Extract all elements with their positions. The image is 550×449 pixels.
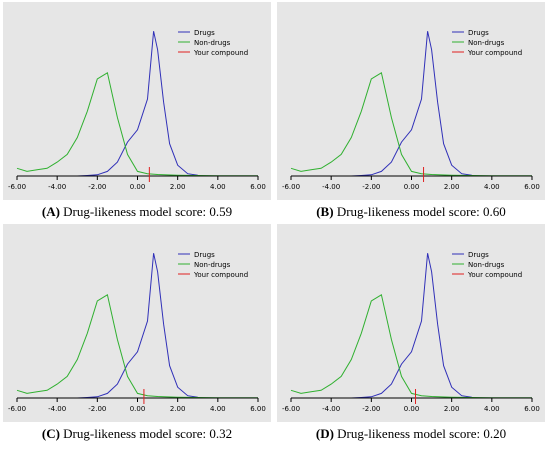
x-tick-label: 0.00: [130, 183, 146, 191]
x-tick-label: 6.00: [524, 405, 540, 413]
x-tick-label: 6.00: [524, 183, 540, 191]
caption-text: Drug-likeness model score: 0.60: [336, 204, 506, 219]
legend-label: Non-drugs: [468, 39, 505, 47]
x-tick-label: -6.00: [282, 183, 300, 191]
x-tick-label: 0.00: [130, 405, 146, 413]
x-tick-label: 2.00: [444, 183, 460, 191]
x-tick-label: -4.00: [322, 183, 340, 191]
panel-a: -6.00 -4.00 -2.00 0.00 2.00 4.00 6.00 Drugs Non-…: [3, 2, 271, 227]
x-tick-label: 2.00: [444, 405, 460, 413]
x-tick-label: -6.00: [8, 183, 26, 191]
x-tick-label: 2.00: [170, 405, 186, 413]
plot-background: [3, 224, 271, 422]
x-tick-label: 4.00: [484, 183, 500, 191]
chart-b: -6.00 -4.00 -2.00 0.00 2.00 4.00 6.00 Drugs Non-…: [277, 2, 545, 200]
caption-text: Drug-likeness model score: 0.32: [63, 426, 233, 441]
legend-label: Drugs: [468, 251, 489, 259]
caption-label: (C): [41, 426, 60, 441]
legend-label: Drugs: [468, 29, 489, 37]
legend-label: Drugs: [194, 251, 215, 259]
x-tick-label: -2.00: [362, 183, 380, 191]
x-tick-label: 0.00: [404, 405, 420, 413]
plot-background: [277, 2, 545, 200]
legend-label: Non-drugs: [194, 39, 231, 47]
x-tick-label: -6.00: [8, 405, 26, 413]
caption-label: (B): [316, 204, 334, 219]
x-tick-label: 6.00: [250, 405, 266, 413]
x-tick-label: 4.00: [484, 405, 500, 413]
x-tick-label: -4.00: [48, 183, 66, 191]
x-tick-label: -2.00: [88, 405, 106, 413]
caption-text: Drug-likeness model score: 0.59: [63, 204, 233, 219]
x-tick-label: 2.00: [170, 183, 186, 191]
chart-d: -6.00 -4.00 -2.00 0.00 2.00 4.00 6.00 Drugs Non-…: [277, 224, 545, 422]
non-drugs-line: [290, 294, 532, 399]
x-tick-label: 4.00: [210, 405, 226, 413]
caption-label: (A): [41, 204, 60, 219]
x-tick-label: 6.00: [250, 183, 266, 191]
chart-c: -6.00 -4.00 -2.00 0.00 2.00 4.00 6.00 Drugs Non-…: [3, 224, 271, 422]
legend-label: Non-drugs: [468, 261, 505, 269]
x-tick-label: -4.00: [322, 405, 340, 413]
panel-d: -6.00 -4.00 -2.00 0.00 2.00 4.00 6.00 Drugs Non-…: [277, 224, 545, 449]
legend-label: Drugs: [194, 29, 215, 37]
plot-background: [3, 2, 271, 200]
x-tick-label: -2.00: [362, 405, 380, 413]
caption-b: (B) Drug-likeness model score: 0.60: [277, 204, 545, 220]
caption-label: (D): [315, 426, 334, 441]
panel-c: -6.00 -4.00 -2.00 0.00 2.00 4.00 6.00 Drugs Non-…: [3, 224, 271, 449]
non-drugs-line: [16, 72, 258, 177]
legend-label: Non-drugs: [194, 261, 231, 269]
x-tick-label: 0.00: [404, 183, 420, 191]
legend-label: Your compound: [193, 49, 248, 57]
x-tick-label: -4.00: [48, 405, 66, 413]
non-drugs-line: [290, 72, 532, 177]
x-tick-label: -6.00: [282, 405, 300, 413]
caption-text: Drug-likeness model score: 0.20: [337, 426, 507, 441]
panel-b: -6.00 -4.00 -2.00 0.00 2.00 4.00 6.00 Drugs Non-…: [277, 2, 545, 227]
x-tick-label: 4.00: [210, 183, 226, 191]
caption-a: (A) Drug-likeness model score: 0.59: [3, 204, 271, 220]
legend-label: Your compound: [193, 271, 248, 279]
legend-label: Your compound: [467, 271, 522, 279]
caption-d: (D) Drug-likeness model score: 0.20: [277, 426, 545, 442]
non-drugs-line: [16, 294, 258, 399]
chart-a: -6.00 -4.00 -2.00 0.00 2.00 4.00 6.00 Drugs Non-…: [3, 2, 271, 200]
x-tick-label: -2.00: [88, 183, 106, 191]
caption-c: (C) Drug-likeness model score: 0.32: [3, 426, 271, 442]
legend-label: Your compound: [467, 49, 522, 57]
plot-background: [277, 224, 545, 422]
